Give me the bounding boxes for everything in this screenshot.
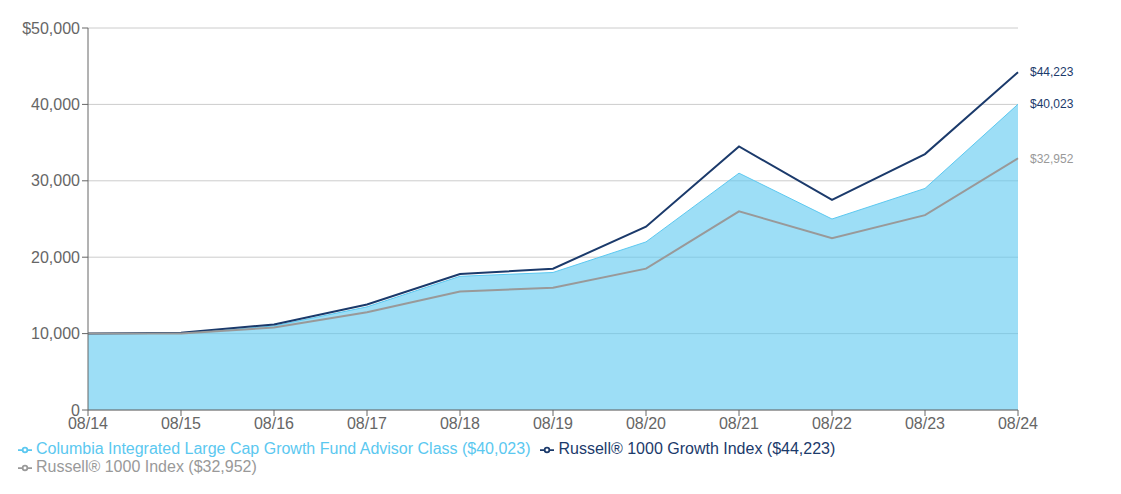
svg-text:20,000: 20,000 — [31, 249, 80, 266]
svg-text:08/16: 08/16 — [254, 415, 294, 432]
svg-text:30,000: 30,000 — [31, 172, 80, 189]
svg-text:08/15: 08/15 — [161, 415, 201, 432]
html-text:Russell® 1000 Index ($32,952): Russell® 1000 Index ($32,952) — [36, 458, 257, 475]
svg-text:$50,000: $50,000 — [22, 20, 80, 37]
svg-text:08/18: 08/18 — [440, 415, 480, 432]
svg-text:08/22: 08/22 — [812, 415, 852, 432]
svg-text:$32,952: $32,952 — [1030, 152, 1074, 166]
svg-text:08/20: 08/20 — [626, 415, 666, 432]
svg-text:08/24: 08/24 — [998, 415, 1038, 432]
svg-text:08/17: 08/17 — [347, 415, 387, 432]
html-text:Columbia Integrated Large Cap: Columbia Integrated Large Cap Growth Fun… — [36, 440, 531, 457]
svg-text:$44,223: $44,223 — [1030, 65, 1074, 79]
svg-text:0: 0 — [71, 402, 80, 419]
html-text:Russell® 1000 Growth Index ($4: Russell® 1000 Growth Index ($44,223) — [558, 440, 836, 457]
svg-text:08/23: 08/23 — [905, 415, 945, 432]
svg-text:08/21: 08/21 — [719, 415, 759, 432]
svg-text:$40,023: $40,023 — [1030, 97, 1074, 111]
svg-text:08/14: 08/14 — [68, 415, 108, 433]
svg-text:40,000: 40,000 — [31, 96, 80, 113]
svg-text:08/19: 08/19 — [533, 415, 573, 432]
svg-text:10,000: 10,000 — [31, 325, 80, 342]
